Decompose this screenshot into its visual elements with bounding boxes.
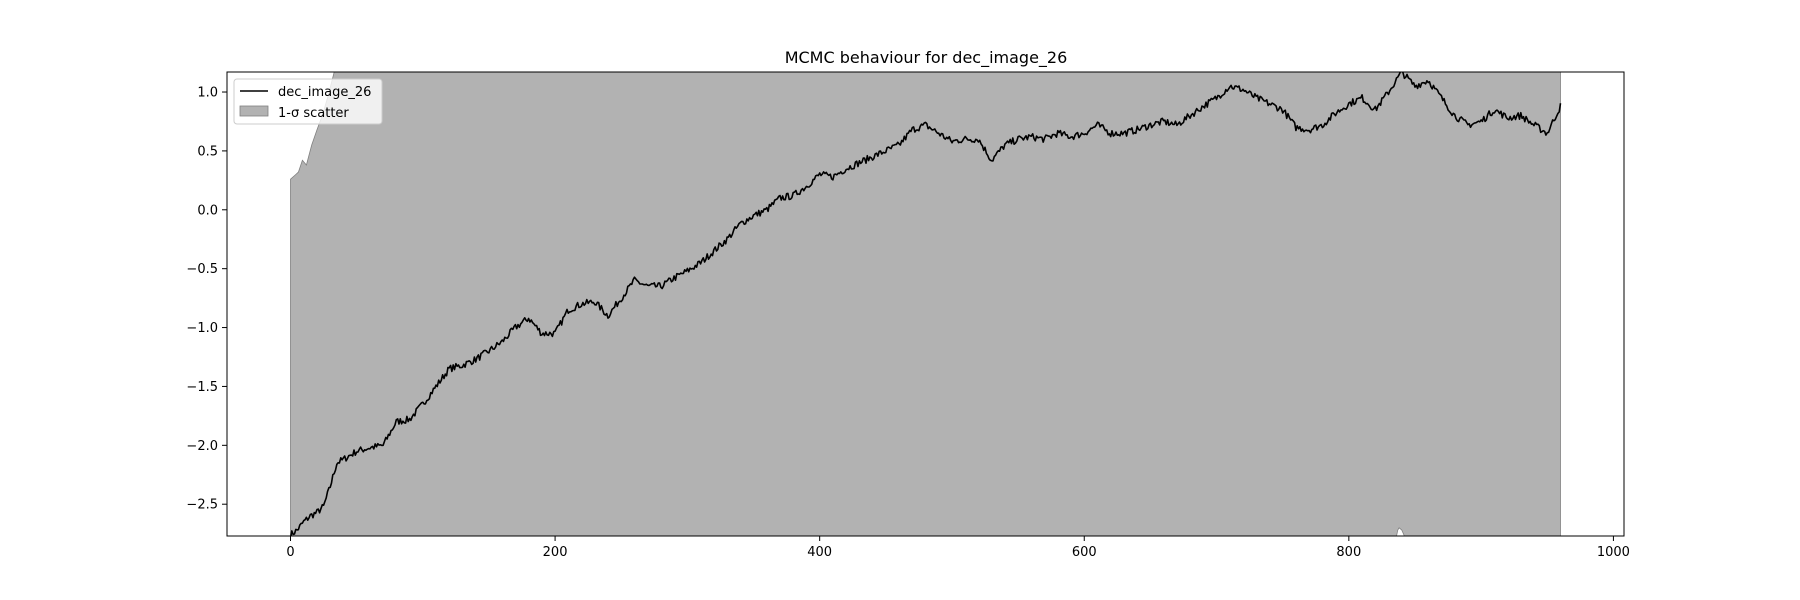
y-tick-label: 0.5: [197, 144, 218, 159]
x-tick-label: 800: [1336, 545, 1361, 560]
legend-band-swatch: [239, 105, 269, 117]
plot-area: [226, 71, 1625, 537]
y-tick-label: −1.0: [186, 321, 218, 336]
y-tick-label: 0.0: [197, 203, 218, 218]
y-tick-label: −1.5: [186, 380, 218, 395]
chart-title: MCMC behaviour for dec_image_26: [785, 48, 1068, 68]
y-tick-label: 1.0: [197, 86, 218, 101]
x-tick-label: 400: [807, 545, 832, 560]
x-axis: 0 200 400 600 800 1000: [286, 536, 1630, 560]
legend-label-band: 1-σ scatter: [278, 106, 349, 121]
x-tick-label: 200: [543, 545, 568, 560]
x-tick-label: 1000: [1597, 545, 1630, 560]
x-tick-label: 600: [1072, 545, 1097, 560]
legend-label-trace: dec_image_26: [278, 85, 371, 100]
y-tick-label: −2.0: [186, 439, 218, 454]
plot-frame: [226, 71, 1625, 537]
legend: dec_image_26 1-σ scatter: [233, 78, 383, 125]
y-tick-label: −0.5: [186, 262, 218, 277]
y-tick-label: −2.5: [186, 498, 218, 513]
legend-box: [233, 78, 383, 125]
trace-line: [290, 72, 1562, 536]
x-tick-label: 0: [286, 545, 294, 560]
sigma-band-fill: [290, 72, 1561, 536]
y-axis: −2.5 −2.0 −1.5 −1.0 −0.5 0.0 0.5 1.0: [186, 86, 227, 513]
